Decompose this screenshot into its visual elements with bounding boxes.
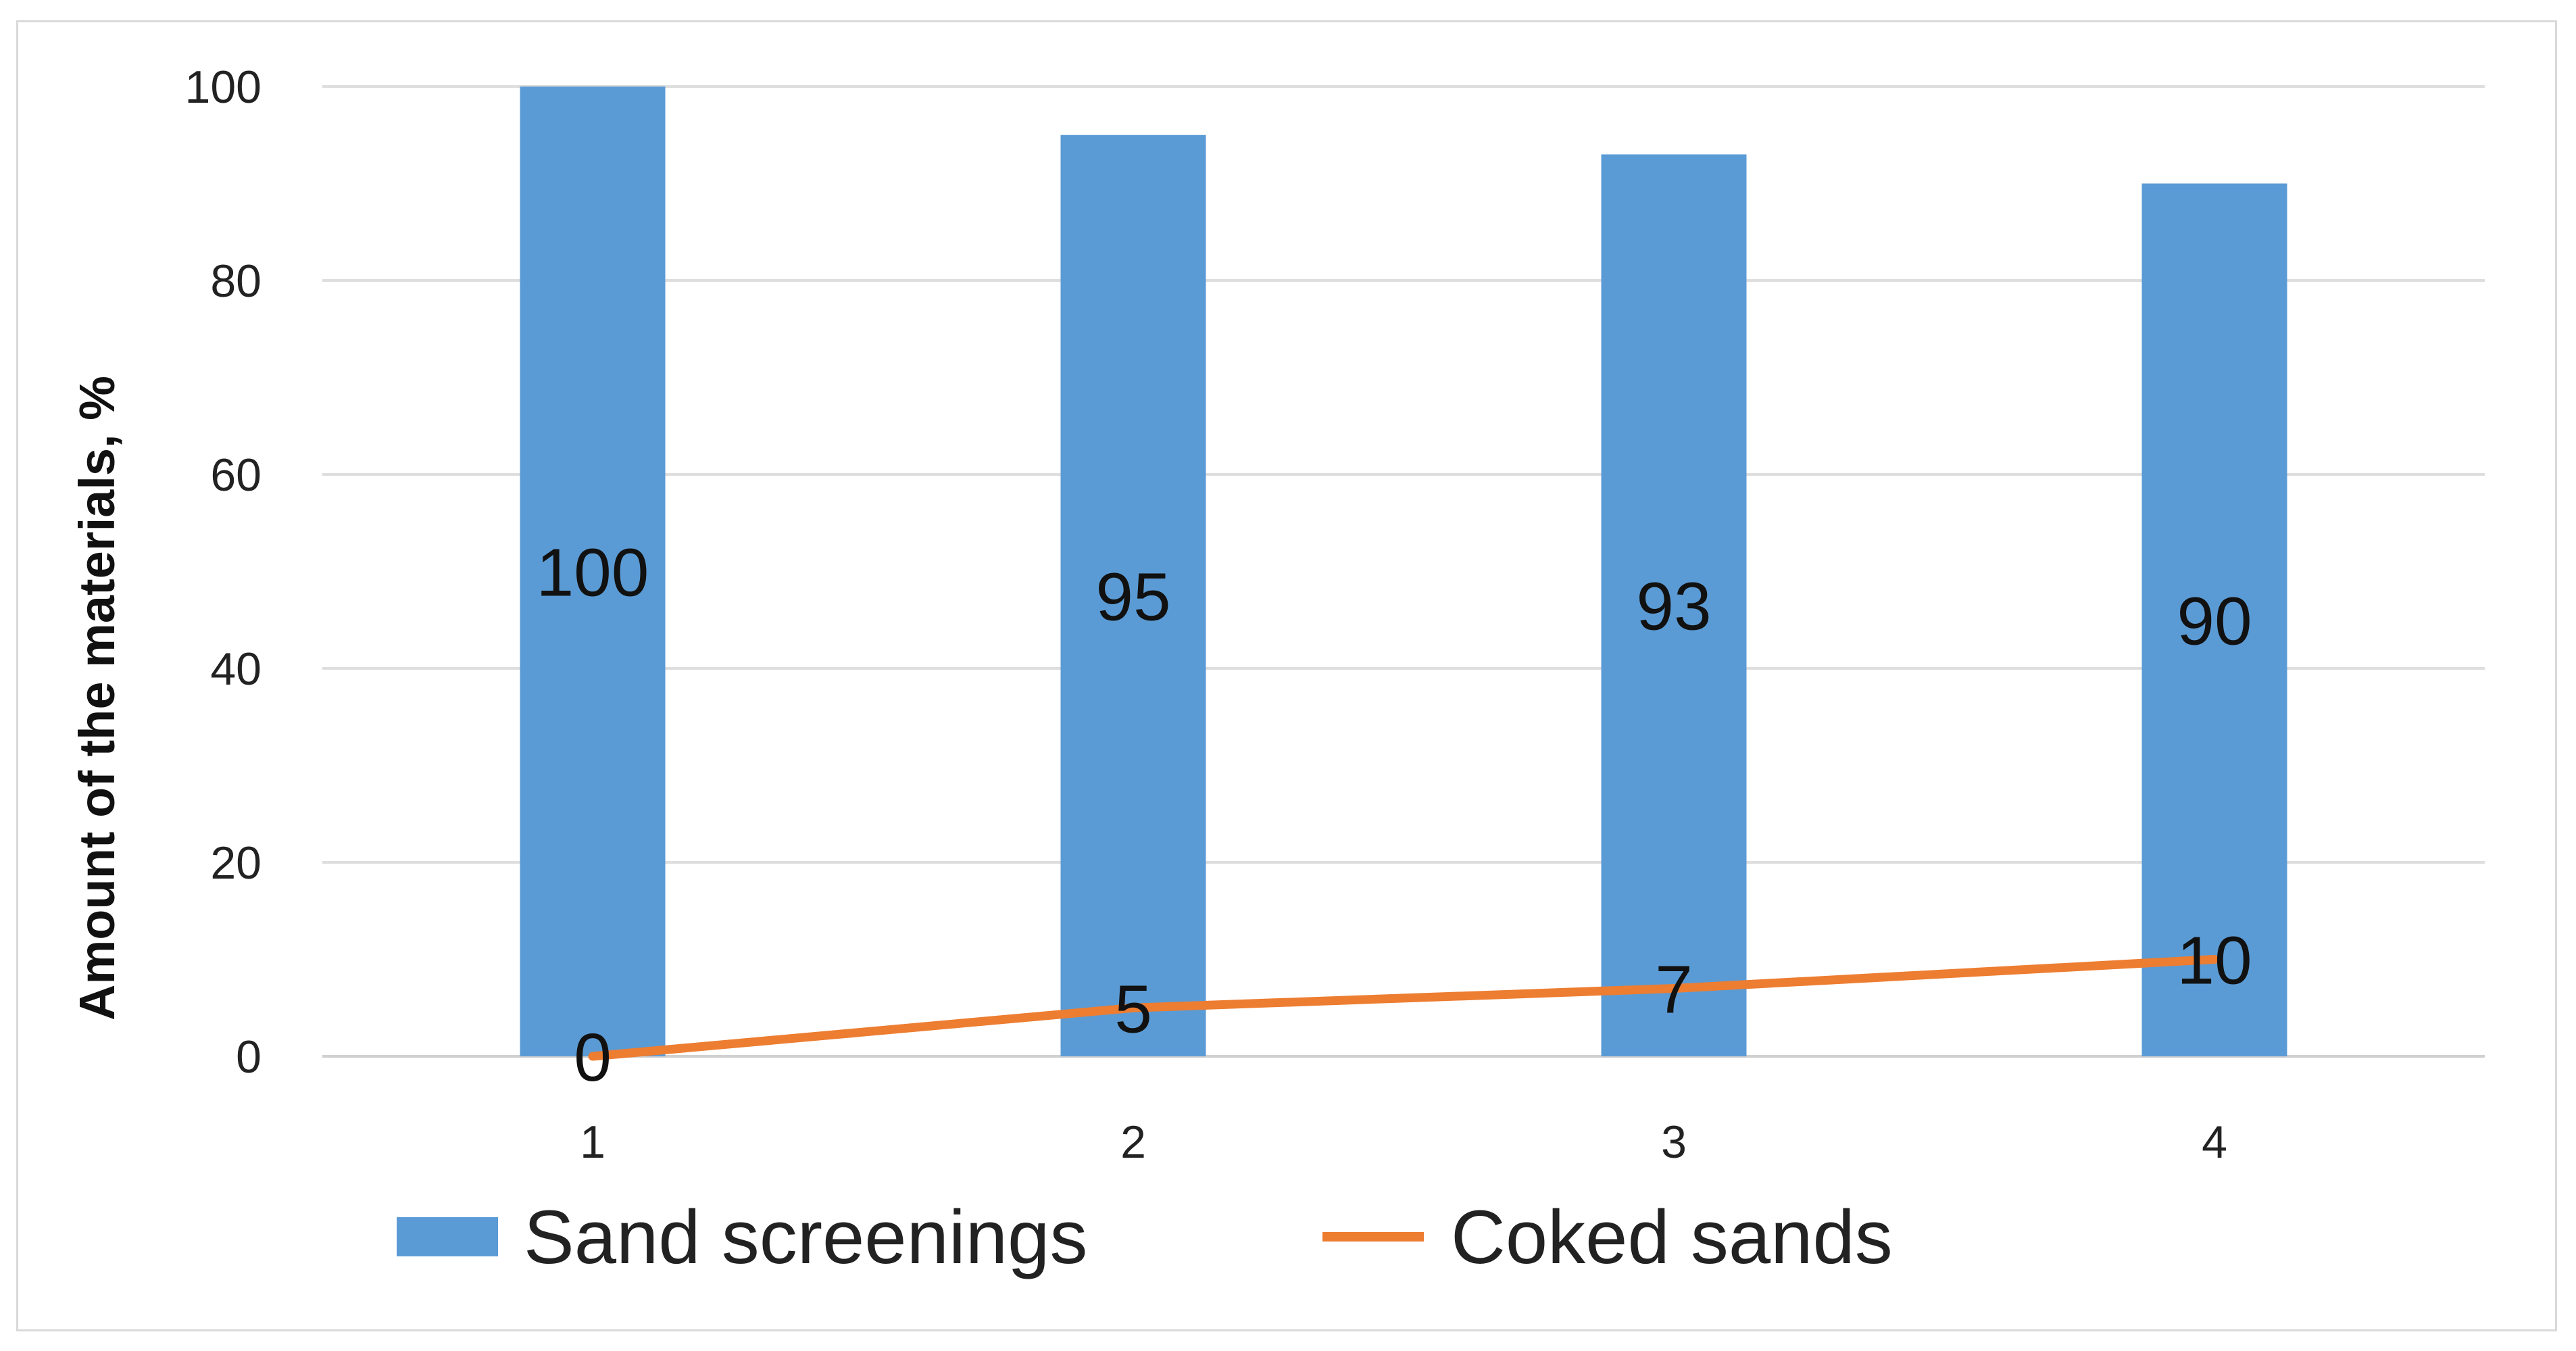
y-tick-label: 0 — [236, 1031, 262, 1083]
bar-sand-screenings — [520, 87, 666, 1056]
legend: Sand screenings Coked sands — [397, 1195, 1893, 1279]
y-tick-label: 40 — [210, 643, 262, 695]
y-tick-label: 100 — [185, 62, 262, 113]
x-axis-ticks: 1 2 3 4 — [580, 1116, 2227, 1168]
data-label-coked-sands: 0 — [574, 1020, 612, 1096]
combo-chart: 0 20 40 60 80 100 100 95 93 90 0 5 7 10 1 2 3 4 Amount … — [69, 62, 2485, 1279]
line-series — [588, 955, 2219, 1061]
y-axis-title: Amount of the materials, % — [69, 376, 125, 1021]
x-tick-label: 3 — [1661, 1116, 1687, 1168]
bar-series — [520, 87, 2287, 1057]
data-labels: 100 95 93 90 0 5 7 10 — [537, 535, 2252, 1096]
y-tick-label: 20 — [210, 837, 262, 889]
x-tick-label: 1 — [580, 1116, 605, 1168]
line-coked-sands — [588, 955, 2219, 1061]
y-tick-label: 80 — [210, 255, 262, 307]
bar-sand-screenings — [1060, 134, 1206, 1056]
data-label-sand-screenings: 93 — [1636, 569, 1711, 645]
legend-swatch-sand-screenings — [397, 1217, 498, 1256]
y-tick-label: 60 — [210, 449, 262, 501]
data-label-sand-screenings: 95 — [1095, 559, 1170, 635]
gridlines — [322, 85, 2485, 1058]
data-label-coked-sands: 7 — [1655, 952, 1693, 1028]
bar-sand-screenings — [1601, 154, 1747, 1057]
bar-sand-screenings — [2141, 183, 2287, 1056]
chart-frame: 0 20 40 60 80 100 100 95 93 90 0 5 7 10 1 2 3 4 Amount … — [16, 20, 2557, 1331]
data-label-coked-sands: 10 — [2177, 923, 2252, 999]
data-label-sand-screenings: 100 — [537, 535, 649, 611]
y-axis-ticks: 0 20 40 60 80 100 — [185, 62, 262, 1083]
data-label-coked-sands: 5 — [1114, 971, 1152, 1047]
x-tick-label: 4 — [2202, 1116, 2227, 1168]
legend-label-coked-sands: Coked sands — [1451, 1195, 1893, 1279]
x-tick-label: 2 — [1120, 1116, 1146, 1168]
legend-label-sand-screenings: Sand screenings — [524, 1195, 1087, 1279]
data-label-sand-screenings: 90 — [2177, 583, 2252, 659]
